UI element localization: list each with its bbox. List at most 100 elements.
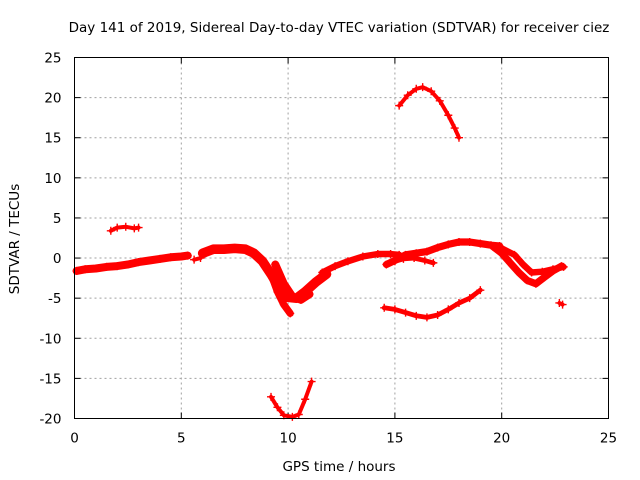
data-point <box>81 265 90 274</box>
data-point <box>311 278 320 287</box>
data-point <box>294 410 303 419</box>
data-point <box>390 305 399 314</box>
data-point <box>444 305 453 314</box>
data-point <box>401 308 410 317</box>
data-point <box>102 262 111 271</box>
data-point <box>548 265 557 274</box>
data-point <box>410 254 419 263</box>
data-point <box>249 249 258 258</box>
data-point <box>412 311 421 320</box>
data-point <box>386 250 395 259</box>
data-point <box>433 311 442 320</box>
data-point <box>91 264 100 273</box>
data-point <box>422 313 431 322</box>
y-tick-label: -20 <box>39 412 61 428</box>
x-tick-label: 25 <box>600 431 617 447</box>
data-point <box>241 245 250 254</box>
data-point <box>296 295 305 304</box>
data-point <box>145 256 154 265</box>
data-point <box>305 290 314 299</box>
series-arc-12 <box>381 287 483 320</box>
data-point <box>279 300 288 309</box>
data-point <box>403 91 412 100</box>
data-point <box>220 245 229 254</box>
data-point <box>183 251 192 260</box>
data-point <box>433 243 442 252</box>
data-point <box>358 252 367 261</box>
data-point <box>177 252 186 261</box>
data-point <box>123 260 132 269</box>
data-point <box>373 250 382 259</box>
data-point <box>382 260 391 269</box>
data-point <box>527 268 536 277</box>
data-point <box>444 240 453 249</box>
data-point <box>271 260 280 269</box>
data-point <box>390 257 399 266</box>
y-axis-label: SDTVAR / TECUs <box>7 184 23 294</box>
data-point <box>279 279 288 288</box>
x-tick-label: 15 <box>386 431 403 447</box>
data-point <box>412 84 421 93</box>
data-point <box>288 292 297 301</box>
data-point <box>454 133 463 142</box>
data-point <box>113 262 122 271</box>
x-tick-label: 0 <box>70 431 79 447</box>
data-point <box>286 309 295 318</box>
data-point <box>399 254 408 263</box>
data-point <box>273 403 282 412</box>
data-point <box>412 249 421 258</box>
data-point <box>523 276 532 285</box>
data-point <box>519 260 528 269</box>
data-point <box>267 392 276 401</box>
data-point <box>198 249 207 258</box>
data-point <box>435 96 444 105</box>
data-point <box>279 411 288 420</box>
data-point <box>273 287 282 296</box>
axis-ticks: 0 5 10 15 20 25 -20 -15 -10 -5 0 5 10 15 20 25 <box>39 51 617 447</box>
data-point <box>395 101 404 110</box>
data-point <box>106 226 115 235</box>
plot-frame <box>74 57 609 419</box>
data-point <box>422 247 431 256</box>
data-point <box>531 279 540 288</box>
data-point <box>450 124 459 133</box>
data-point <box>540 273 549 282</box>
data-point <box>538 267 547 276</box>
data-point <box>121 222 130 231</box>
y-tick-label: 20 <box>44 91 61 107</box>
data-point <box>506 258 515 267</box>
data-point <box>454 298 463 307</box>
data-point <box>343 257 352 266</box>
x-tick-label: 5 <box>177 431 186 447</box>
data-point <box>380 303 389 312</box>
y-tick-label: -5 <box>48 291 61 307</box>
data-point <box>267 270 276 279</box>
data-point <box>72 266 81 275</box>
y-tick-label: 15 <box>44 131 61 147</box>
data-point <box>209 245 218 254</box>
data-point <box>190 255 199 264</box>
data-point <box>476 239 485 248</box>
data-point <box>318 268 327 277</box>
data-point <box>510 250 519 259</box>
y-tick-label: 5 <box>53 211 62 227</box>
y-tick-label: 10 <box>44 171 61 187</box>
data-point <box>514 268 523 277</box>
data-point <box>427 87 436 96</box>
data-point <box>420 256 429 265</box>
data-point <box>454 238 463 247</box>
data-point <box>465 294 474 303</box>
data-point <box>260 258 269 267</box>
grid-lines <box>74 57 609 419</box>
data-point <box>288 412 297 421</box>
data-point <box>444 111 453 120</box>
y-tick-label: 0 <box>53 251 62 267</box>
data-point <box>465 238 474 247</box>
data-point <box>134 258 143 267</box>
chart-title: Day 141 of 2019, Sidereal Day-to-day VTE… <box>69 20 610 36</box>
y-tick-label: -15 <box>39 371 61 387</box>
data-point <box>166 253 175 262</box>
data-point <box>134 223 143 232</box>
data-traces <box>72 83 568 421</box>
